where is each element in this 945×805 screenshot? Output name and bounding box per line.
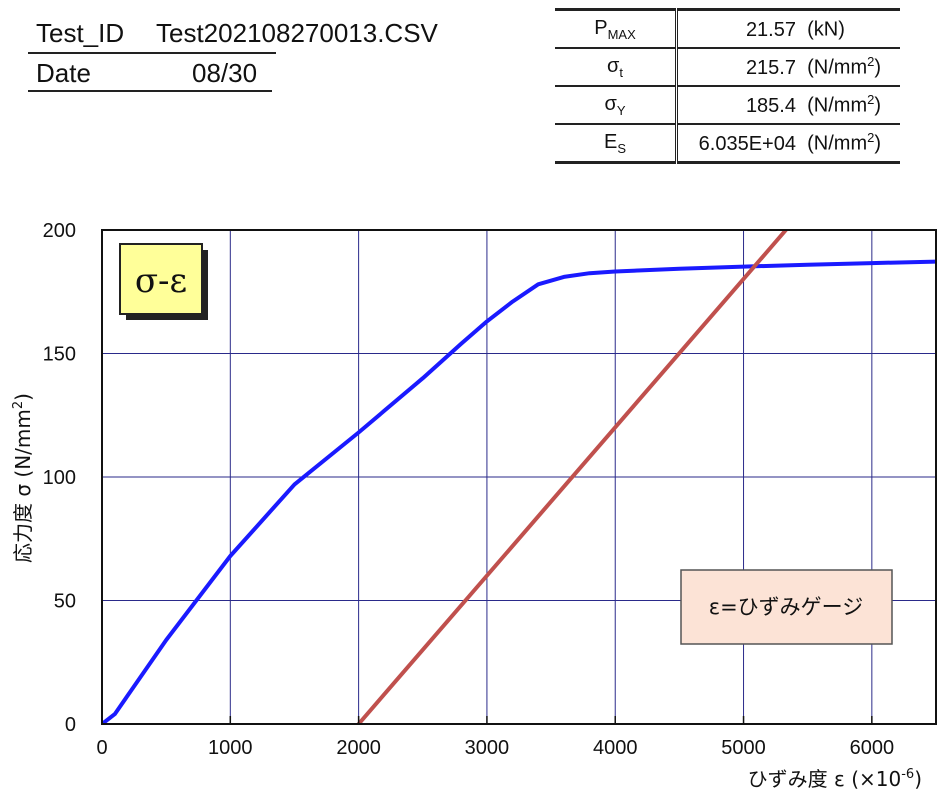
results-table: PMAX 21.57 (kN) σt 215.7 (N/mm2) σY 185.4 (N/… [555,8,900,164]
x-tick-label: 2000 [336,737,381,759]
test-id-underline [28,52,276,54]
results-row: σY 185.4 (N/mm2) [555,86,900,125]
results-row: ES 6.035E+04 (N/mm2) [555,124,900,164]
annotation-label: ε=ひずみゲージ [709,595,864,619]
x-tick-label: 6000 [850,737,895,759]
result-value: 215.7 (N/mm2) [676,48,900,87]
inset-label-box [119,243,203,315]
test-id-value: Test202108270013.CSV [156,18,438,48]
y-tick-label: 100 [43,467,76,489]
date-underline [28,90,272,92]
result-value: 21.57 (kN) [676,8,900,49]
inset-label: σ-ε [135,261,187,301]
results-row: PMAX 21.57 (kN) [555,8,900,49]
result-symbol: PMAX [555,8,678,49]
date-value: 08/30 [192,58,258,88]
plot-frame [101,229,937,725]
offset-line [356,230,788,724]
chart-ticks: 0 1000 2000 3000 4000 5000 6000 0 50 100 150 200 [43,220,894,759]
results-row: σt 215.7 (N/mm2) [555,48,900,87]
chart-grid [102,230,936,724]
x-tick-label: 1000 [208,737,253,759]
x-axis-title: ひずみ度 ε (×10-6) [748,767,922,791]
y-axis-title: 応力度 σ (N/mm2) [11,393,35,563]
test-id-label: Test_ID [36,18,125,48]
y-tick-label: 0 [65,714,76,736]
x-tick-label: 3000 [465,737,510,759]
result-value: 6.035E+04 (N/mm2) [676,124,900,164]
chart-series [102,230,936,724]
x-tick-label: 5000 [721,737,766,759]
date-label: Date [36,58,91,88]
result-symbol: σY [555,86,678,125]
annotation-box [680,569,893,645]
stress-strain-curve [102,259,936,724]
result-symbol: σt [555,48,678,87]
y-tick-label: 200 [43,220,76,242]
y-tick-label: 150 [43,344,76,366]
y-tick-label: 50 [54,591,76,613]
x-tick-label: 0 [96,737,107,759]
x-tick-label: 4000 [593,737,638,759]
result-value: 185.4 (N/mm2) [676,86,900,125]
result-symbol: ES [555,124,678,164]
